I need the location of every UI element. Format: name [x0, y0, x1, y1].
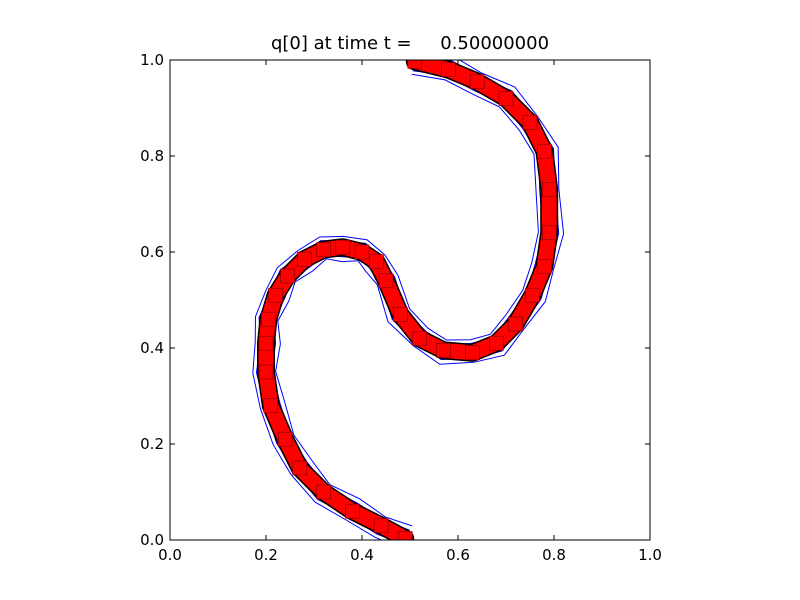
data-point [316, 242, 331, 257]
data-point [508, 316, 523, 332]
data-point [537, 143, 552, 159]
y-tick-label: 0.2 [140, 435, 164, 453]
data-point [498, 91, 514, 106]
data-point [268, 287, 283, 303]
x-tick-label: 0.2 [254, 546, 278, 564]
data-point [525, 287, 540, 303]
data-point [373, 518, 389, 533]
contour-line-3 [268, 60, 555, 535]
data-point [541, 182, 557, 197]
contour-line-4 [271, 60, 560, 531]
data-point [263, 398, 279, 413]
data-point [469, 74, 485, 89]
data-point [436, 343, 451, 358]
data-point [537, 259, 552, 274]
x-tick-label: 0.0 [158, 546, 182, 564]
data-point [541, 225, 557, 241]
x-tick-label: 0.8 [542, 546, 566, 564]
x-tick-label: 0.6 [446, 546, 470, 564]
y-tick-label: 0.4 [140, 339, 164, 357]
data-point [316, 484, 331, 500]
y-tick-label: 1.0 [140, 51, 164, 69]
data-point [261, 311, 276, 327]
data-point [489, 335, 504, 351]
data-point [258, 364, 274, 380]
data-point [258, 335, 274, 351]
data-point [393, 307, 408, 322]
axes: 0.0 0.2 0.4 0.6 0.8 1.0 0.0 0.2 0.4 0.6 0.8 1.0 [140, 51, 662, 564]
data-point [441, 62, 456, 77]
data-point [378, 273, 394, 289]
reference-curve [258, 60, 557, 540]
data-point [407, 60, 423, 69]
chart-title: q[0] at time t = 0.50000000 [271, 33, 549, 54]
x-tick-label: 0.4 [350, 546, 374, 564]
contour-line-5 [275, 60, 565, 527]
data-point [345, 503, 360, 519]
data-point [280, 268, 295, 284]
data-point [522, 115, 538, 130]
data-point [465, 345, 480, 361]
data-point [277, 431, 293, 447]
y-tick-label: 0.6 [140, 243, 164, 261]
data-point [369, 254, 384, 269]
data-point [397, 531, 413, 540]
data-point [292, 460, 307, 476]
plot-area [252, 60, 565, 540]
contour-line-0 [252, 73, 539, 540]
data-point [335, 239, 351, 255]
axes-frame [169, 59, 651, 541]
y-tick-label: 0.0 [140, 531, 164, 549]
data-point [412, 331, 427, 346]
data-point [354, 244, 370, 260]
y-tick-label: 0.8 [140, 147, 164, 165]
x-tick-label: 1.0 [638, 546, 662, 564]
data-point [297, 251, 312, 267]
